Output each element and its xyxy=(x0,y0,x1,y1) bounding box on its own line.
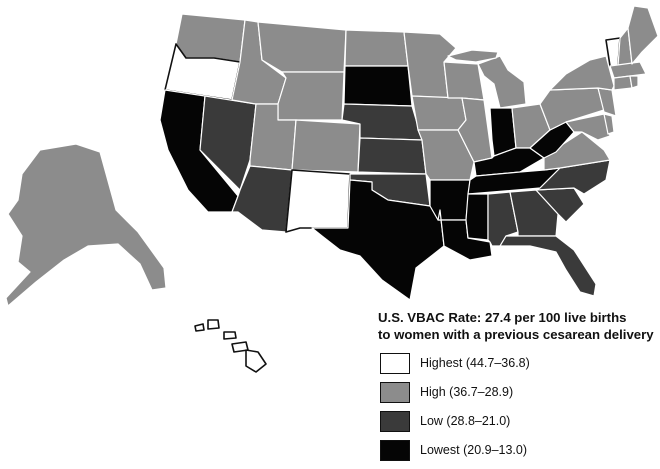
state-hi-1 xyxy=(194,323,205,332)
state-ak xyxy=(5,143,167,307)
state-hi-3 xyxy=(223,331,237,340)
state-co xyxy=(291,119,361,173)
state-mi-up xyxy=(447,49,499,63)
legend-label-high: High (36.7–28.9) xyxy=(420,385,514,399)
legend-label-highest: Highest (44.7–36.8) xyxy=(420,356,530,370)
state-de xyxy=(603,113,615,135)
state-ms xyxy=(465,193,489,241)
us-choropleth-map xyxy=(5,5,659,373)
state-nd xyxy=(344,29,409,67)
legend-item-highest: Highest (44.7–36.8) xyxy=(380,353,650,376)
legend: Highest (44.7–36.8) High (36.7–28.9) Low… xyxy=(380,353,650,469)
state-ar xyxy=(429,179,471,221)
map-title: U.S. VBAC Rate: 27.4 per 100 live births… xyxy=(378,309,658,343)
state-hi-2 xyxy=(207,319,220,330)
state-ma xyxy=(609,61,647,79)
state-fl xyxy=(499,235,597,297)
state-ct xyxy=(613,75,633,91)
state-ny xyxy=(549,55,615,91)
legend-label-lowest: Lowest (20.9–13.0) xyxy=(420,443,528,457)
legend-swatch-high xyxy=(380,382,410,403)
title-line-1: U.S. VBAC Rate: 27.4 per 100 live births xyxy=(378,310,627,325)
state-nm xyxy=(285,169,351,233)
state-hi-5 xyxy=(245,349,267,373)
legend-label-low: Low (28.8–21.0) xyxy=(420,414,511,428)
legend-item-low: Low (28.8–21.0) xyxy=(380,411,650,434)
state-wy xyxy=(277,71,345,121)
state-me xyxy=(627,5,659,65)
state-ri xyxy=(629,75,639,89)
state-ks xyxy=(357,137,427,175)
legend-item-high: High (36.7–28.9) xyxy=(380,382,650,405)
state-ia xyxy=(411,95,467,131)
legend-swatch-highest xyxy=(380,353,410,374)
legend-swatch-low xyxy=(380,411,410,432)
state-sd xyxy=(343,65,413,107)
state-mi xyxy=(477,55,527,109)
legend-item-lowest: Lowest (20.9–13.0) xyxy=(380,440,650,463)
state-wi xyxy=(443,61,485,101)
state-hi-group xyxy=(194,319,267,373)
title-line-2: to women with a previous cesarean delive… xyxy=(378,327,654,342)
state-mt xyxy=(257,21,347,73)
state-tx xyxy=(311,179,445,301)
state-wa xyxy=(175,13,246,63)
